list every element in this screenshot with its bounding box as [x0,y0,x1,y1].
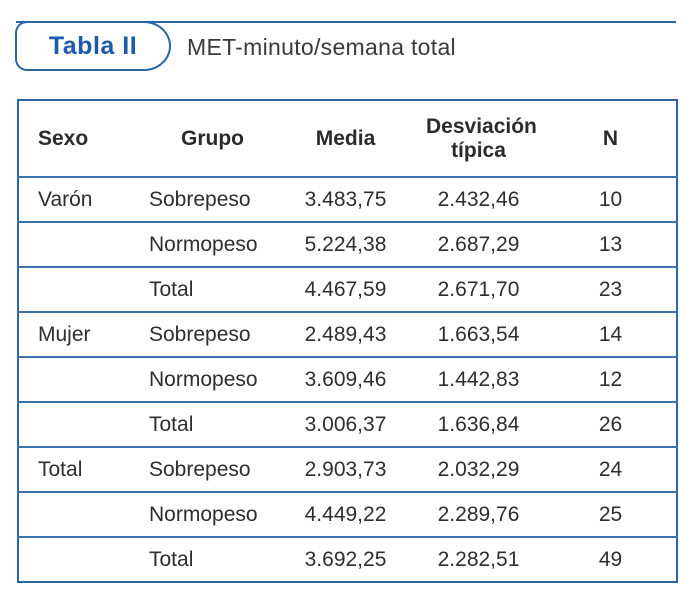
cell-media: 2.489,43 [279,311,412,357]
table-number-tab: Tabla II [15,21,171,71]
table-row: Mujer Sobrepeso 2.489,43 1.663,54 14 [18,311,677,357]
cell-n: 12 [545,356,677,402]
cell-grupo: Sobrepeso [146,176,279,222]
cell-media: 2.903,73 [279,446,412,492]
cell-desviacion: 2.282,51 [412,536,545,582]
cell-sexo [18,491,146,537]
cell-desviacion: 2.671,70 [412,266,545,312]
statistics-table: Sexo Grupo Media Desviación típica N Var… [17,99,678,583]
cell-media: 3.609,46 [279,356,412,402]
cell-desviacion: 1.663,54 [412,311,545,357]
cell-grupo: Total [146,536,279,582]
cell-grupo: Total [146,401,279,447]
table-row: Total 4.467,59 2.671,70 23 [18,266,677,312]
table-row: Normopeso 4.449,22 2.289,76 25 [18,491,677,537]
cell-n: 24 [545,446,677,492]
cell-desviacion: 2.289,76 [412,491,545,537]
col-header-media: Media [315,126,376,150]
cell-grupo: Total [146,266,279,312]
col-header-sexo: Sexo [38,126,89,150]
cell-sexo [18,401,146,447]
table-row: Normopeso 5.224,38 2.687,29 13 [18,221,677,267]
cell-media: 4.449,22 [279,491,412,537]
cell-desviacion: 2.432,46 [412,176,545,222]
cell-desviacion: 2.687,29 [412,221,545,267]
table-row: Total Sobrepeso 2.903,73 2.032,29 24 [18,446,677,492]
col-header-desviacion: Desviación típica [426,114,537,162]
table-title: MET-minuto/semana total [187,33,456,60]
cell-sexo: Total [18,446,146,492]
col-header-grupo: Grupo [181,126,244,150]
cell-n: 13 [545,221,677,267]
cell-n: 14 [545,311,677,357]
col-header-n: N [602,126,619,150]
cell-sexo [18,266,146,312]
cell-n: 23 [545,266,677,312]
header-rule [16,21,676,23]
cell-sexo [18,356,146,402]
cell-media: 3.006,37 [279,401,412,447]
cell-n: 26 [545,401,677,447]
cell-sexo [18,221,146,267]
cell-n: 10 [545,176,677,222]
table-row: Total 3.692,25 2.282,51 49 [18,536,677,582]
table-number-label: Tabla II [48,31,138,60]
cell-media: 3.692,25 [279,536,412,582]
cell-desviacion: 1.442,83 [412,356,545,402]
table-row: Total 3.006,37 1.636,84 26 [18,401,677,447]
cell-sexo: Mujer [18,311,146,357]
cell-n: 49 [545,536,677,582]
cell-media: 3.483,75 [279,176,412,222]
cell-grupo: Normopeso [146,356,279,402]
cell-grupo: Sobrepeso [146,311,279,357]
cell-sexo [18,536,146,582]
table-row: Varón Sobrepeso 3.483,75 2.432,46 10 [18,176,677,222]
cell-media: 5.224,38 [279,221,412,267]
table-row: Normopeso 3.609,46 1.442,83 12 [18,356,677,402]
table-header-row: Sexo Grupo Media Desviación típica N [18,100,677,177]
cell-grupo: Sobrepeso [146,446,279,492]
cell-media: 4.467,59 [279,266,412,312]
cell-desviacion: 1.636,84 [412,401,545,447]
cell-grupo: Normopeso [146,491,279,537]
cell-sexo: Varón [18,176,146,222]
cell-desviacion: 2.032,29 [412,446,545,492]
cell-n: 25 [545,491,677,537]
cell-grupo: Normopeso [146,221,279,267]
